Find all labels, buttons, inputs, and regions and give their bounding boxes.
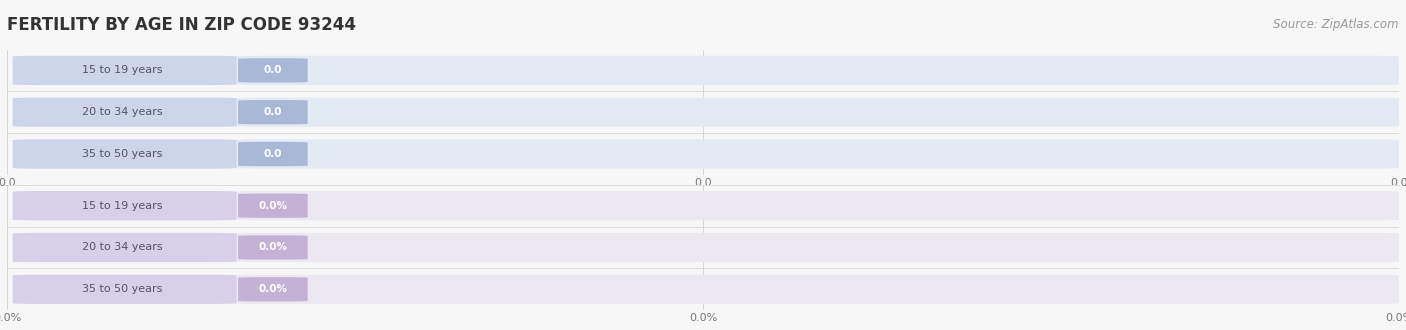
Text: 0.0%: 0.0% <box>259 201 287 211</box>
Text: 35 to 50 years: 35 to 50 years <box>82 149 162 159</box>
Text: 15 to 19 years: 15 to 19 years <box>82 65 162 75</box>
FancyBboxPatch shape <box>238 100 308 124</box>
FancyBboxPatch shape <box>236 275 1399 304</box>
Text: 15 to 19 years: 15 to 19 years <box>82 201 162 211</box>
FancyBboxPatch shape <box>238 277 308 301</box>
FancyBboxPatch shape <box>238 194 308 218</box>
FancyBboxPatch shape <box>13 98 236 127</box>
FancyBboxPatch shape <box>236 233 1399 262</box>
FancyBboxPatch shape <box>13 233 236 262</box>
FancyBboxPatch shape <box>13 139 236 169</box>
Text: 0.0%: 0.0% <box>259 243 287 252</box>
Text: 0.0: 0.0 <box>264 65 283 75</box>
FancyBboxPatch shape <box>236 139 1399 169</box>
Text: 20 to 34 years: 20 to 34 years <box>82 243 162 252</box>
FancyBboxPatch shape <box>236 191 1399 220</box>
FancyBboxPatch shape <box>238 235 308 260</box>
FancyBboxPatch shape <box>236 98 1399 127</box>
FancyBboxPatch shape <box>236 56 1399 85</box>
Text: Source: ZipAtlas.com: Source: ZipAtlas.com <box>1274 18 1399 31</box>
FancyBboxPatch shape <box>13 191 236 220</box>
FancyBboxPatch shape <box>238 142 308 166</box>
Text: 0.0: 0.0 <box>264 149 283 159</box>
Text: 0.0: 0.0 <box>264 107 283 117</box>
Text: 20 to 34 years: 20 to 34 years <box>82 107 162 117</box>
Text: FERTILITY BY AGE IN ZIP CODE 93244: FERTILITY BY AGE IN ZIP CODE 93244 <box>7 16 356 34</box>
Text: 35 to 50 years: 35 to 50 years <box>82 284 162 294</box>
FancyBboxPatch shape <box>13 275 236 304</box>
FancyBboxPatch shape <box>238 58 308 82</box>
Text: 0.0%: 0.0% <box>259 284 287 294</box>
FancyBboxPatch shape <box>13 56 236 85</box>
